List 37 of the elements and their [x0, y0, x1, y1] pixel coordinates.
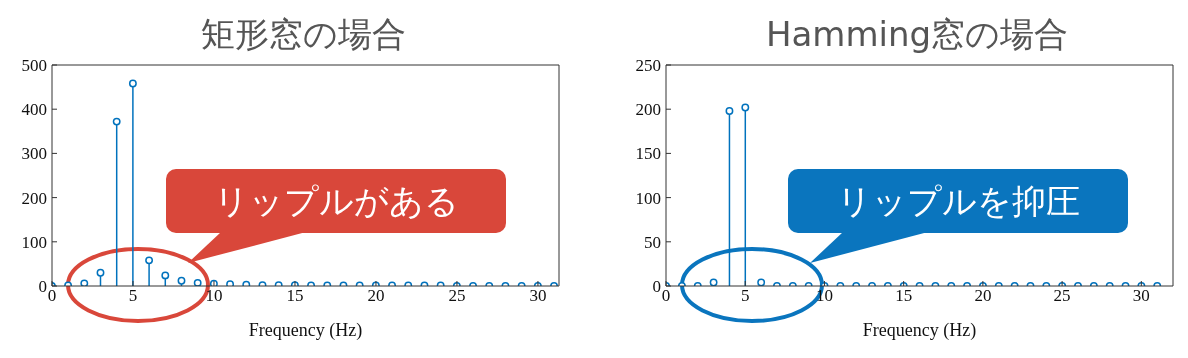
- point: [741, 103, 750, 112]
- y-tick-label: 150: [635, 144, 661, 164]
- annotation: リップルを抑圧: [788, 169, 1128, 233]
- x-tick-label: 10: [205, 286, 223, 306]
- x-tick-label: 25: [1053, 286, 1071, 306]
- point: [193, 278, 202, 286]
- y-tick-label: 200: [635, 100, 661, 120]
- y-tick-label: 250: [635, 56, 661, 76]
- y-tick-label: 100: [635, 188, 661, 208]
- point: [96, 268, 105, 277]
- x-tick-label: 25: [448, 286, 466, 306]
- point: [161, 271, 170, 280]
- x-axis-title: Frequency (Hz): [248, 320, 363, 341]
- point: [757, 278, 766, 286]
- y-tick-label: 500: [21, 56, 47, 76]
- y-tick-label: 50: [644, 232, 661, 252]
- chart-title: Hamming窓の場合: [764, 13, 1070, 56]
- annotation: リップルがある: [166, 169, 506, 233]
- y-tick-label: 200: [21, 188, 47, 208]
- y-tick-label: 400: [21, 100, 47, 120]
- point: [209, 279, 218, 286]
- x-tick-label: 30: [529, 286, 547, 306]
- x-tick-label: 5: [740, 286, 750, 306]
- y-tick-label: 300: [21, 144, 47, 164]
- point: [112, 117, 121, 126]
- y-tick-label: 100: [21, 232, 47, 252]
- x-tick-label: 20: [974, 286, 992, 306]
- chart-title: 矩形窓の場合: [199, 13, 407, 56]
- x-tick-label: 30: [1132, 286, 1150, 306]
- x-tick-label: 20: [367, 286, 385, 306]
- x-axis-title: Frequency (Hz): [862, 320, 977, 341]
- x-tick-label: 15: [286, 286, 304, 306]
- x-tick-label: 15: [895, 286, 913, 306]
- point: [725, 107, 734, 115]
- x-tick-label: 5: [128, 286, 138, 306]
- point: [128, 79, 137, 88]
- point: [145, 256, 154, 265]
